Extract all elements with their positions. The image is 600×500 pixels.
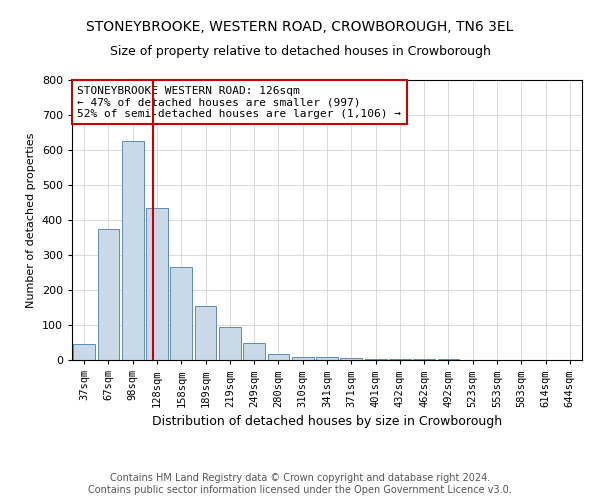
X-axis label: Distribution of detached houses by size in Crowborough: Distribution of detached houses by size … [152,415,502,428]
Bar [219,327,241,360]
Bar [122,141,143,360]
Bar [146,208,168,360]
Text: STONEYBROOKE, WESTERN ROAD, CROWBOROUGH, TN6 3EL: STONEYBROOKE, WESTERN ROAD, CROWBOROUGH,… [86,20,514,34]
Text: Contains HM Land Registry data © Crown copyright and database right 2024.
Contai: Contains HM Land Registry data © Crown c… [88,474,512,495]
Bar [194,306,217,360]
Bar [170,267,192,360]
Bar [73,344,95,360]
Text: Size of property relative to detached houses in Crowborough: Size of property relative to detached ho… [110,45,490,58]
Bar [97,229,119,360]
Bar [292,356,314,360]
Bar [365,358,386,360]
Bar [268,354,289,360]
Bar [316,357,338,360]
Text: STONEYBROOKE WESTERN ROAD: 126sqm
← 47% of detached houses are smaller (997)
52%: STONEYBROOKE WESTERN ROAD: 126sqm ← 47% … [77,86,401,119]
Bar [340,358,362,360]
Y-axis label: Number of detached properties: Number of detached properties [26,132,36,308]
Bar [243,342,265,360]
Bar [389,359,411,360]
